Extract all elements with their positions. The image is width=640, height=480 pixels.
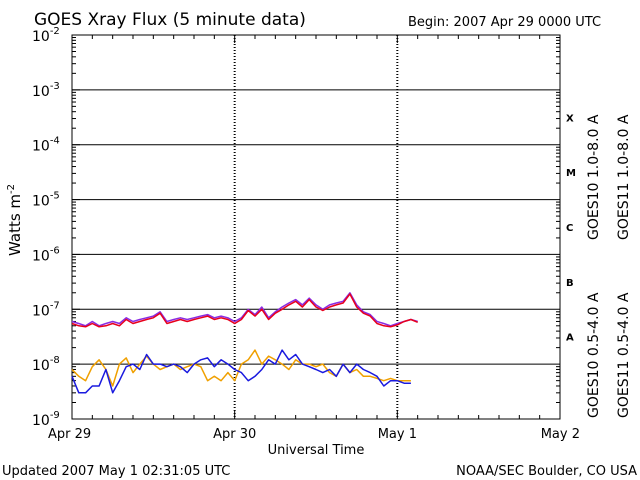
svg-text:Watts m-2: Watts m-2 <box>6 184 24 256</box>
y-tick-label-exp: -3 <box>50 81 60 92</box>
series-line <box>71 349 411 394</box>
y-tick-label-base: 10 <box>32 303 50 319</box>
y-tick-label: 10-6 <box>32 245 60 264</box>
y-tick-label-exp: -8 <box>50 355 60 366</box>
x-tick-label: May 2 <box>541 427 580 442</box>
legend-long-goes11: GOES11 1.0-8.0 A <box>616 114 632 240</box>
y-axis-label-base: Watts m <box>6 194 24 256</box>
legend-long-goes10: GOES10 1.0-8.0 A <box>586 114 602 240</box>
legend-long-wavelength: GOES10 1.0-8.0 A GOES11 1.0-8.0 A <box>586 114 632 240</box>
series-line <box>71 292 418 327</box>
y-tick-label-exp: -2 <box>50 26 60 37</box>
y-tick-label: 10-7 <box>32 300 60 319</box>
flare-class-label: X <box>566 113 574 124</box>
y-axis-ticks: 10-910-810-710-610-510-410-310-2 <box>32 26 560 429</box>
begin-time: Begin: 2007 Apr 29 0000 UTC <box>408 15 601 30</box>
legend-short-wavelength: GOES10 0.5-4.0 A GOES11 0.5-4.0 A <box>586 292 632 418</box>
y-tick-label-exp: -4 <box>50 136 60 147</box>
y-tick-label: 10-4 <box>32 136 60 155</box>
y-tick-label-base: 10 <box>32 248 50 264</box>
y-tick-label-exp: -9 <box>50 410 60 421</box>
y-tick-label-base: 10 <box>32 139 50 155</box>
series-lines <box>71 292 418 394</box>
chart-title: GOES Xray Flux (5 minute data) <box>34 10 306 30</box>
y-tick-label: 10-5 <box>32 191 60 210</box>
legend-short-goes11: GOES11 0.5-4.0 A <box>616 292 632 418</box>
flare-class-label: C <box>566 223 573 234</box>
flare-class-label: A <box>566 333 574 344</box>
y-tick-label: 10-9 <box>32 410 60 429</box>
y-tick-label: 10-2 <box>32 26 60 45</box>
y-tick-label-base: 10 <box>32 194 50 210</box>
y-tick-label-base: 10 <box>32 29 50 45</box>
y-tick-label: 10-3 <box>32 81 60 100</box>
gridlines <box>72 35 560 419</box>
plot-frame <box>71 34 561 420</box>
flare-class-label: B <box>566 278 574 289</box>
y-tick-label: 10-8 <box>32 355 60 374</box>
x-tick-label: Apr 30 <box>213 427 256 442</box>
flare-class-labels: A B C M X <box>566 113 576 343</box>
y-tick-label-exp: -5 <box>50 191 60 202</box>
series-line <box>71 349 411 387</box>
y-tick-label-base: 10 <box>32 84 50 100</box>
y-axis-label-exp: -2 <box>6 184 17 194</box>
source-credit: NOAA/SEC Boulder, CO USA <box>456 464 637 479</box>
flare-class-label: M <box>566 168 576 179</box>
y-tick-label-exp: -6 <box>50 245 60 256</box>
y-tick-label-exp: -7 <box>50 300 60 311</box>
y-axis-label: Watts m-2 <box>6 184 24 256</box>
y-tick-label-base: 10 <box>32 358 50 374</box>
updated-timestamp: Updated 2007 May 1 02:31:05 UTC <box>2 464 230 479</box>
x-tick-label: May 1 <box>378 427 417 442</box>
x-tick-label: Apr 29 <box>48 427 91 442</box>
x-axis-label: Universal Time <box>268 443 365 458</box>
legend-short-goes10: GOES10 0.5-4.0 A <box>586 292 602 418</box>
x-axis-ticks: Apr 29 Apr 30 May 1 May 2 <box>48 35 580 442</box>
y-tick-label-base: 10 <box>32 413 50 429</box>
series-line <box>71 293 418 328</box>
